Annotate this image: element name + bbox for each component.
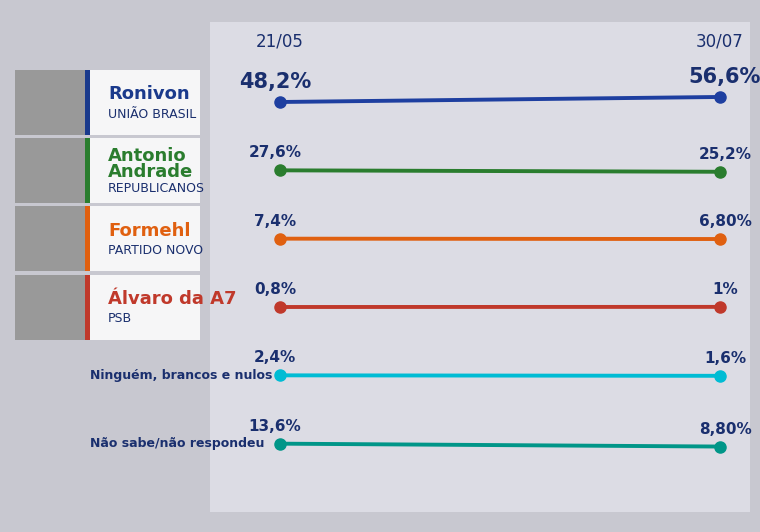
Text: Álvaro da A7: Álvaro da A7 [108, 290, 236, 308]
Text: 6,80%: 6,80% [698, 214, 752, 229]
FancyBboxPatch shape [85, 206, 90, 271]
Text: 13,6%: 13,6% [249, 419, 302, 434]
FancyBboxPatch shape [85, 275, 90, 339]
Text: Ninguém, brancos e nulos: Ninguém, brancos e nulos [90, 369, 272, 382]
Text: PSB: PSB [108, 312, 132, 326]
Text: Não sabe/não respondeu: Não sabe/não respondeu [90, 437, 264, 450]
Text: 1%: 1% [712, 282, 738, 297]
Text: 2,4%: 2,4% [254, 351, 296, 365]
FancyBboxPatch shape [15, 138, 85, 203]
FancyBboxPatch shape [15, 70, 85, 135]
Text: PARTIDO NOVO: PARTIDO NOVO [108, 244, 203, 257]
Text: 30/07: 30/07 [696, 32, 744, 50]
Text: 48,2%: 48,2% [239, 72, 311, 92]
FancyBboxPatch shape [90, 206, 200, 271]
Text: 1,6%: 1,6% [704, 351, 746, 366]
Text: 21/05: 21/05 [256, 32, 304, 50]
FancyBboxPatch shape [90, 275, 200, 339]
FancyBboxPatch shape [90, 70, 200, 135]
Text: UNIÃO BRASIL: UNIÃO BRASIL [108, 107, 196, 121]
FancyBboxPatch shape [85, 70, 90, 135]
Text: Antonio: Antonio [108, 147, 187, 165]
Text: 7,4%: 7,4% [254, 214, 296, 229]
Text: 8,80%: 8,80% [698, 421, 752, 437]
FancyBboxPatch shape [15, 275, 85, 339]
FancyBboxPatch shape [85, 138, 90, 203]
Text: REPUBLICANOS: REPUBLICANOS [108, 182, 205, 195]
FancyBboxPatch shape [90, 138, 200, 203]
FancyBboxPatch shape [15, 206, 85, 271]
Text: Formehl: Formehl [108, 222, 191, 240]
Text: Andrade: Andrade [108, 163, 193, 181]
Text: 0,8%: 0,8% [254, 282, 296, 297]
Text: 56,6%: 56,6% [689, 67, 760, 87]
Text: 27,6%: 27,6% [249, 145, 302, 160]
Text: Ronivon: Ronivon [108, 85, 190, 103]
FancyBboxPatch shape [210, 22, 750, 512]
Text: 25,2%: 25,2% [698, 147, 752, 162]
